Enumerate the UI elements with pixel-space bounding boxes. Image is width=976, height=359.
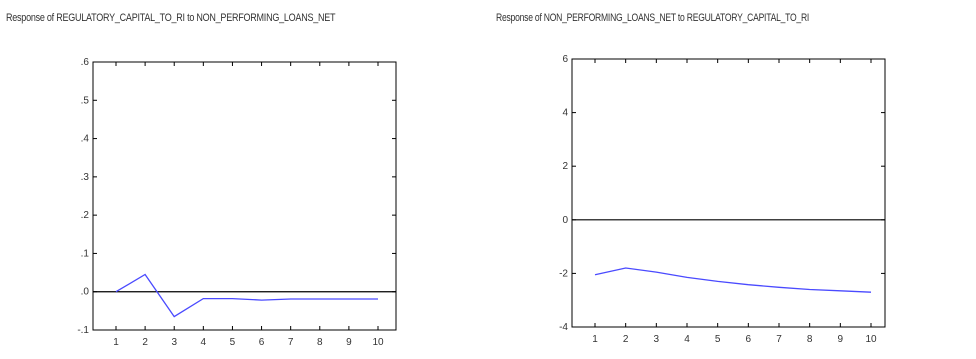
x-tick-label: 10 (372, 337, 384, 348)
x-tick-label: 5 (715, 334, 721, 345)
y-tick-label: -4 (559, 322, 568, 333)
y-tick-label: .2 (81, 210, 90, 221)
x-tick-label: 4 (201, 337, 207, 348)
x-tick-label: 9 (346, 337, 352, 348)
x-tick-label: 2 (142, 337, 148, 348)
x-tick-label: 10 (865, 334, 877, 345)
series-line (594, 267, 872, 293)
chart-left: -.1 .0 .1 .2 .3 .4 .5 .6 1 2 3 4 5 6 7 8 9 10 (77, 57, 397, 348)
y-tick-label: 2 (562, 161, 568, 172)
y-tick-label: -.1 (77, 325, 89, 336)
x-tick-label: 2 (623, 334, 629, 345)
y-tick-label: .1 (81, 248, 90, 259)
y-tick-label: .5 (81, 95, 90, 106)
y-tick-label: 0 (562, 215, 568, 226)
x-tick-label: 7 (776, 334, 782, 345)
chart-title: Response of NON_PERFORMING_LOANS_NET to … (496, 12, 810, 24)
chart-panel-right: Response of NON_PERFORMING_LOANS_NET to … (488, 0, 976, 359)
x-tick-label: 8 (317, 337, 323, 348)
x-tick-label: 3 (654, 334, 660, 345)
chart-title: Response of REGULATORY_CAPITAL_TO_RI to … (6, 12, 336, 24)
y-tick-label: .4 (81, 134, 90, 145)
x-tick-label: 5 (230, 337, 236, 348)
x-tick-label: 9 (838, 334, 844, 345)
x-tick-label: 8 (807, 334, 813, 345)
x-tick-label: 7 (288, 337, 294, 348)
x-tick-label: 3 (171, 337, 177, 348)
series-line (115, 273, 378, 318)
y-tick-label: .0 (81, 287, 90, 298)
y-tick-label: -2 (559, 268, 568, 279)
y-tick-label: .6 (81, 57, 90, 68)
chart-right: -4 -2 0 2 4 6 1 2 3 4 5 6 7 8 9 10 (559, 54, 886, 345)
plot-frame (571, 58, 886, 328)
x-tick-label: 1 (592, 334, 598, 345)
x-tick-label: 6 (746, 334, 752, 345)
x-tick-label: 6 (259, 337, 265, 348)
plot-frame (92, 61, 397, 331)
chart-panel-left: Response of REGULATORY_CAPITAL_TO_RI to … (6, 12, 397, 348)
y-tick-label: 6 (562, 54, 568, 65)
y-tick-label: .3 (81, 172, 90, 183)
x-tick-label: 4 (684, 334, 690, 345)
x-tick-label: 1 (113, 337, 119, 348)
y-tick-label: 4 (562, 108, 568, 119)
